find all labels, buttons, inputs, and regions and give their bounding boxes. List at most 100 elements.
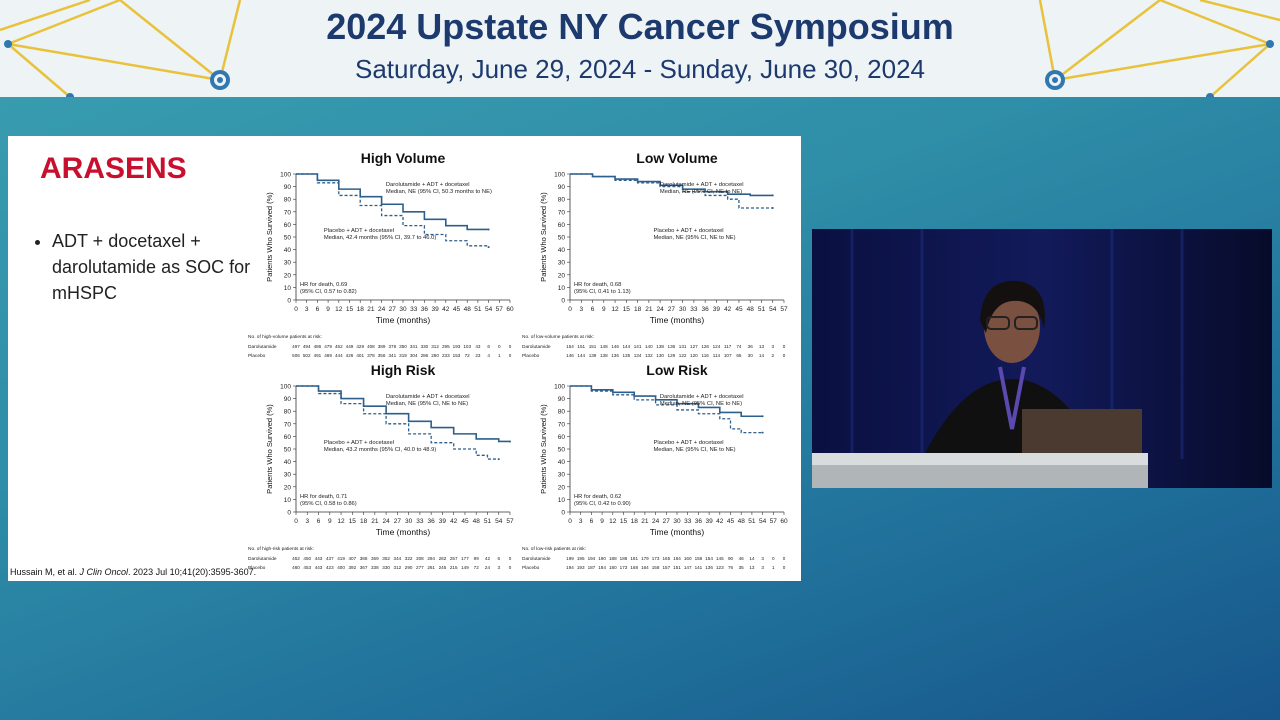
risk-table-value: 245 (439, 565, 447, 570)
risk-table-value: 295 (442, 344, 450, 349)
y-tick-label: 50 (284, 235, 292, 242)
risk-table-value: 294 (427, 556, 435, 561)
risk-table-value: 486 (314, 344, 322, 349)
risk-table-value: 193 (577, 565, 585, 570)
risk-table-value: 158 (652, 565, 660, 570)
risk-table-value: 392 (348, 565, 356, 570)
risk-table-value: 76 (728, 565, 734, 570)
series-placebo-line (296, 173, 490, 248)
series-placebo-line (570, 385, 763, 434)
risk-table-value: 148 (600, 344, 608, 349)
risk-table-value: 136 (668, 344, 676, 349)
risk-table-value: 157 (662, 565, 670, 570)
risk-table-value: 0 (783, 556, 786, 561)
series-point (761, 415, 764, 418)
y-tick-label: 90 (558, 184, 566, 191)
risk-table-value: 138 (600, 353, 608, 358)
series-point (509, 440, 511, 443)
annotation-darolutamide-label: Darolutamide + ADT + docetaxel (386, 394, 470, 400)
risk-table-value: 350 (399, 344, 407, 349)
risk-table-value: 144 (622, 344, 630, 349)
x-tick-label: 51 (474, 306, 482, 313)
risk-table-value: 286 (421, 353, 429, 358)
risk-table-value: 168 (630, 565, 638, 570)
annotation-placebo-label: Placebo + ADT + docetaxel (324, 440, 394, 446)
risk-table-row-label: Darolutamide (248, 344, 277, 350)
risk-table-value: 135 (622, 353, 630, 358)
risk-table-value: 154 (705, 556, 713, 561)
risk-table-value: 6 (487, 344, 490, 349)
annotation-darolutamide-median: Median, NE (95% CI, NE to NE) (660, 189, 742, 195)
x-tick-label: 48 (747, 306, 755, 313)
risk-table-value: 72 (465, 353, 471, 358)
series-darolutamide-line (296, 385, 510, 443)
y-tick-label: 100 (280, 172, 291, 179)
risk-table-value: 165 (662, 556, 670, 561)
y-tick-label: 90 (284, 396, 292, 403)
risk-table-value: 127 (690, 344, 698, 349)
x-tick-label: 36 (421, 306, 429, 313)
y-tick-label: 40 (284, 459, 292, 466)
risk-table-value: 388 (360, 556, 368, 561)
series-point (487, 246, 490, 249)
x-tick-label: 24 (378, 306, 386, 313)
risk-table-row-label: Placebo (248, 353, 266, 358)
x-tick-label: 6 (317, 518, 321, 525)
risk-table-value: 117 (724, 344, 732, 349)
x-tick-label: 21 (645, 306, 653, 313)
citation-details: . 2023 Jul 10;41(20):3595-3607. (128, 567, 257, 577)
y-tick-label: 60 (558, 222, 566, 229)
annotation-hr: HR for death, 0.69 (300, 282, 347, 288)
risk-table-value: 408 (367, 344, 375, 349)
x-tick-label: 57 (496, 306, 504, 313)
risk-table-value: 0 (498, 344, 501, 349)
risk-table-value: 304 (410, 353, 418, 358)
speaker-video (812, 229, 1272, 488)
y-tick-label: 20 (558, 272, 566, 279)
risk-table-value: 0 (509, 353, 512, 358)
x-tick-label: 6 (590, 518, 594, 525)
risk-table-row-label: Placebo (522, 565, 540, 570)
risk-table-value: 158 (695, 556, 703, 561)
risk-table-value: 450 (303, 556, 311, 561)
annotation-hr-ci: (95% CI, 0.57 to 0.82) (300, 289, 357, 295)
x-tick-label: 12 (609, 518, 617, 525)
risk-table-value: 341 (388, 353, 396, 358)
x-tick-label: 60 (780, 518, 788, 525)
risk-table-value: 356 (378, 353, 386, 358)
presentation-slide: ARASENS ADT + docetaxel + darolutamide a… (8, 136, 801, 581)
risk-table-value: 378 (388, 344, 396, 349)
y-tick-label: 80 (284, 409, 292, 416)
risk-table-value: 123 (716, 565, 724, 570)
risk-table-value: 23 (475, 353, 481, 358)
y-tick-label: 90 (558, 396, 566, 403)
x-tick-label: 27 (663, 518, 671, 525)
risk-table-value: 449 (346, 344, 354, 349)
risk-table-value: 144 (577, 353, 585, 358)
x-tick-label: 9 (602, 306, 606, 313)
y-tick-label: 10 (558, 285, 566, 292)
chart-title: Low Risk (646, 362, 708, 378)
risk-table-row-label: Darolutamide (248, 556, 277, 562)
risk-table-value: 491 (314, 353, 322, 358)
y-tick-label: 40 (558, 247, 566, 254)
x-tick-label: 12 (335, 306, 343, 313)
annotation-darolutamide-label: Darolutamide + ADT + docetaxel (660, 182, 744, 188)
risk-table-value: 0 (509, 565, 512, 570)
risk-table-value: 282 (439, 556, 447, 561)
x-tick-label: 36 (702, 306, 710, 313)
risk-table-value: 389 (378, 344, 386, 349)
risk-table-value: 132 (645, 353, 653, 358)
y-tick-label: 10 (558, 497, 566, 504)
risk-table-value: 462 (335, 344, 343, 349)
risk-table-value: 103 (463, 344, 471, 349)
risk-table-value: 136 (705, 565, 713, 570)
risk-table-value: 36 (748, 344, 754, 349)
y-tick-label: 60 (284, 434, 292, 441)
risk-table-value: 187 (588, 565, 596, 570)
y-tick-label: 20 (284, 272, 292, 279)
y-tick-label: 100 (280, 384, 291, 391)
x-tick-label: 45 (453, 306, 461, 313)
risk-table-row-label: Darolutamide (522, 556, 551, 562)
